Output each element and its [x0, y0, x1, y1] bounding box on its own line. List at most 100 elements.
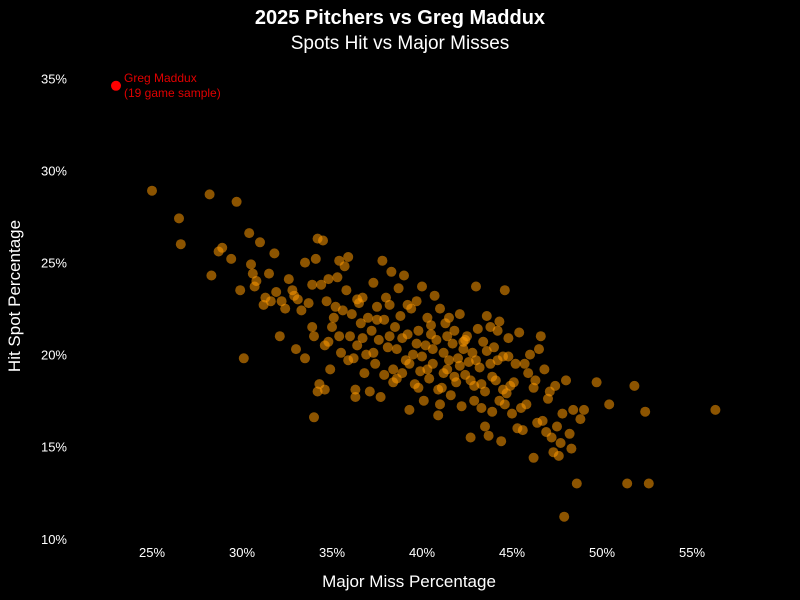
pitcher-point [559, 511, 570, 522]
y-tick-label: 30% [41, 163, 67, 178]
pitcher-point [438, 368, 449, 379]
pitcher-point [604, 399, 615, 410]
maddux-point [111, 80, 121, 91]
pitcher-point [433, 384, 444, 395]
pitcher-point [481, 311, 492, 321]
pitcher-point [435, 399, 445, 410]
pitcher-point [424, 373, 435, 384]
pitcher-point [519, 358, 530, 369]
pitcher-point [247, 268, 258, 279]
pitcher-point [307, 279, 318, 290]
x-tick-label: 25% [139, 545, 165, 560]
chart-subtitle: Spots Hit vs Major Misses [290, 33, 510, 54]
pitcher-point [487, 406, 498, 417]
pitcher-point [471, 281, 481, 292]
pitcher-point [217, 242, 228, 253]
pitcher-point [478, 336, 489, 347]
y-axis-label: Hit Spot Percentage [5, 220, 24, 372]
pitcher-point [296, 305, 307, 316]
pitcher-point [426, 329, 436, 340]
pitcher-point [483, 430, 494, 441]
pitcher-point [357, 333, 368, 344]
x-axis-label: Major Miss Percentage [322, 572, 496, 591]
pitcher-point [539, 364, 550, 375]
y-tick-label: 15% [41, 440, 67, 455]
pitcher-point [413, 325, 424, 336]
pitcher-point [386, 266, 397, 277]
pitcher-point [413, 382, 424, 393]
pitcher-point [318, 235, 328, 246]
pitcher-point [622, 478, 633, 489]
pitcher-point [336, 347, 346, 358]
pitcher-point [337, 305, 348, 316]
pitcher-point [343, 355, 354, 366]
pitcher-point [541, 427, 552, 437]
pitcher-point [280, 303, 291, 314]
pitcher-point [339, 261, 350, 272]
pitcher-point [476, 379, 487, 390]
pitcher-point [370, 358, 381, 369]
pitcher-point [469, 395, 480, 406]
pitcher-point [575, 414, 586, 425]
pitcher-point [514, 327, 525, 338]
pitcher-point [503, 351, 514, 362]
pitcher-point [366, 325, 377, 336]
pitcher-point [557, 408, 568, 419]
chart-title: 2025 Pitchers vs Greg Maddux [254, 7, 546, 29]
pitcher-point [397, 368, 408, 379]
pitcher-point [352, 294, 363, 305]
pitcher-point [447, 338, 458, 349]
pitcher-point [438, 347, 449, 358]
pitcher-point [235, 285, 246, 296]
pitcher-point [494, 316, 505, 327]
pitcher-point [276, 296, 287, 307]
pitcher-point [174, 213, 184, 224]
pitcher-point [508, 377, 519, 388]
pitcher-point [544, 386, 555, 397]
pitcher-point [147, 185, 157, 196]
pitcher-point [291, 344, 301, 355]
pitcher-point [485, 322, 496, 332]
pitcher-point [404, 404, 415, 415]
pitcher-point [175, 239, 186, 250]
pitcher-point [552, 421, 562, 432]
pitcher-point [426, 320, 436, 331]
y-tick-label: 25% [41, 256, 67, 271]
pitcher-point [498, 384, 508, 395]
pitcher-point [444, 312, 454, 323]
pitcher-point [350, 392, 361, 402]
pitcher-point [465, 375, 476, 386]
pitcher-point [458, 344, 469, 355]
pitcher-point [334, 331, 345, 342]
x-tick-label: 45% [499, 545, 525, 560]
x-tick-label: 50% [589, 545, 615, 560]
pitcher-point [303, 298, 314, 309]
pitcher-point [359, 368, 370, 379]
pitcher-point [289, 290, 300, 301]
y-axis-ticks: 10% 15% 20% 25% 30% 35% [41, 71, 67, 546]
pitcher-point [507, 408, 517, 419]
pitcher-point [391, 344, 402, 355]
pitcher-point [345, 331, 355, 342]
pitcher-point [510, 358, 521, 369]
pitcher-point [327, 322, 337, 332]
pitcher-point [332, 272, 343, 283]
pitcher-point [411, 338, 422, 349]
pitcher-point [316, 279, 327, 290]
pitcher-point [393, 283, 404, 294]
pitcher-point [204, 189, 215, 200]
x-tick-label: 55% [679, 545, 705, 560]
pitcher-point [346, 309, 357, 320]
pitcher-point [568, 404, 579, 415]
pitcher-point [523, 368, 534, 379]
pitcher-point [310, 253, 321, 264]
pitcher-point [499, 399, 510, 410]
pitcher-point [404, 358, 415, 369]
pitcher-point [525, 349, 535, 360]
pitcher-point [566, 443, 577, 454]
pitcher-point [372, 314, 382, 325]
pitcher-point [591, 377, 602, 388]
pitcher-point [445, 390, 456, 401]
x-axis-ticks: 25% 30% 35% 40% 45% 50% 55% [139, 545, 705, 560]
pitcher-point [499, 285, 510, 296]
